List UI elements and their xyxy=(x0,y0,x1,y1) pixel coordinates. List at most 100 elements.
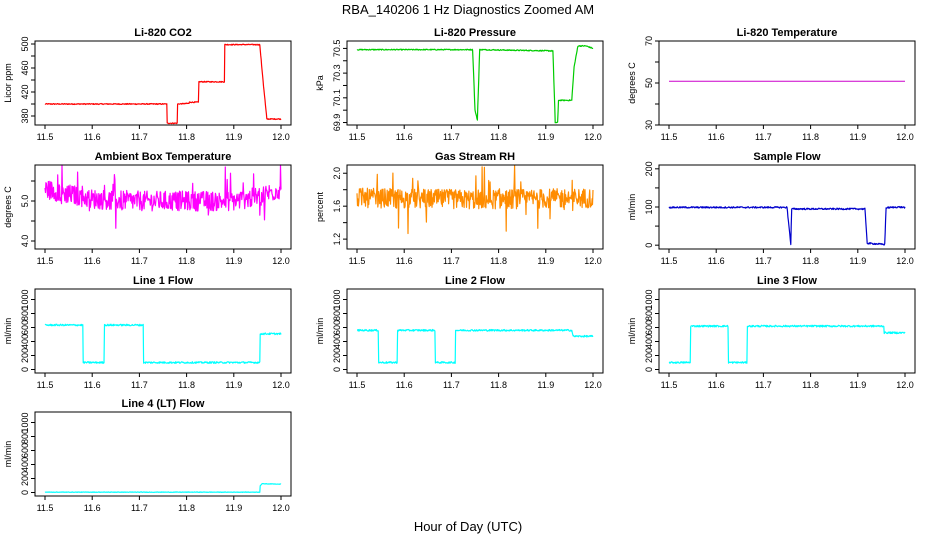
panel-title: Gas Stream RH xyxy=(435,151,515,163)
y-tick-label: 200 xyxy=(644,348,654,363)
x-tick-label: 11.7 xyxy=(755,380,772,390)
x-tick-label: 11.7 xyxy=(131,380,148,390)
x-tick-label: 12.0 xyxy=(584,256,602,266)
y-axis-label: ml/min xyxy=(627,194,637,221)
x-tick-label: 11.5 xyxy=(37,503,54,513)
x-tick-label: 12.0 xyxy=(272,256,290,266)
y-tick-label: 1.2 xyxy=(332,233,342,246)
y-tick-label: 70.1 xyxy=(332,89,342,107)
y-tick-label: 600 xyxy=(332,320,342,335)
y-tick-label: 0 xyxy=(332,367,342,372)
panel-sample-flow: Sample Flow ml/min 0 100 200 11.5 11.6 11.7 11.8… xyxy=(627,151,916,266)
y-axis-label: ml/min xyxy=(627,318,637,345)
x-tick-label: 12.0 xyxy=(896,380,914,390)
y-tick-label: 0 xyxy=(644,367,654,372)
y-tick-label: 600 xyxy=(20,320,30,335)
y-axis-label: degrees C xyxy=(627,62,637,104)
y-tick-label: 200 xyxy=(644,161,654,176)
x-tick-label: 11.8 xyxy=(178,132,195,142)
y-tick-label: 400 xyxy=(20,334,30,349)
x-tick-label: 11.5 xyxy=(661,256,678,266)
x-tick-label: 11.8 xyxy=(178,503,195,513)
y-tick-label: 380 xyxy=(20,108,30,123)
y-tick-label: 600 xyxy=(644,320,654,335)
x-tick-label: 11.8 xyxy=(802,132,819,142)
x-tick-label: 11.9 xyxy=(849,380,866,390)
x-tick-label: 11.9 xyxy=(537,380,554,390)
data-series-0 xyxy=(44,43,282,125)
y-tick-label: 400 xyxy=(644,334,654,349)
x-tick-label: 11.9 xyxy=(849,132,866,142)
y-tick-label: 800 xyxy=(20,429,30,444)
y-tick-label: 1000 xyxy=(20,412,30,432)
x-tick-label: 11.6 xyxy=(84,132,101,142)
x-tick-label: 11.7 xyxy=(131,503,148,513)
panel-frame xyxy=(34,40,292,126)
y-tick-label: 50 xyxy=(644,78,654,88)
panel-frame xyxy=(346,40,604,126)
y-tick-label: 800 xyxy=(332,306,342,321)
panel-li-820-co2: Li-820 CO2 Licor ppm 380 420 460 500 11.5 11.6 1… xyxy=(3,27,292,142)
panel-gas-stream-rh: Gas Stream RH percent 1.2 1.6 2.0 11.5 11.6 11.… xyxy=(315,151,604,266)
x-tick-label: 11.7 xyxy=(755,256,772,266)
y-tick-label: 1.6 xyxy=(332,200,342,213)
panel-frame xyxy=(658,40,916,126)
y-axis-label: ml/min xyxy=(3,441,13,468)
y-tick-label: 400 xyxy=(332,334,342,349)
y-tick-label: 1000 xyxy=(644,289,654,309)
y-axis-label: degrees C xyxy=(3,186,13,228)
panel-title: Li-820 Pressure xyxy=(434,27,516,39)
x-tick-label: 11.8 xyxy=(802,380,819,390)
x-tick-label: 11.6 xyxy=(396,380,413,390)
x-tick-label: 11.6 xyxy=(84,380,101,390)
y-axis-label: ml/min xyxy=(315,318,325,345)
data-series-0 xyxy=(44,164,282,229)
x-tick-label: 12.0 xyxy=(584,380,602,390)
x-tick-label: 12.0 xyxy=(272,132,290,142)
data-series-0 xyxy=(356,44,594,124)
x-tick-label: 11.9 xyxy=(849,256,866,266)
x-tick-label: 11.5 xyxy=(661,132,678,142)
x-tick-label: 11.7 xyxy=(131,256,148,266)
x-tick-label: 11.5 xyxy=(349,380,366,390)
y-tick-label: 70.5 xyxy=(332,40,342,58)
panel-frame xyxy=(346,164,604,250)
x-tick-label: 12.0 xyxy=(896,132,914,142)
x-tick-label: 11.5 xyxy=(37,380,54,390)
y-tick-label: 70 xyxy=(644,36,654,46)
x-tick-label: 12.0 xyxy=(272,503,290,513)
y-tick-label: 4.0 xyxy=(20,235,30,248)
x-tick-label: 11.6 xyxy=(708,256,725,266)
panel-frame xyxy=(34,164,292,250)
x-tick-label: 11.5 xyxy=(661,380,678,390)
y-axis-label: ml/min xyxy=(3,318,13,345)
y-axis-label: percent xyxy=(315,191,325,222)
panel-li-820-pressure: Li-820 Pressure kPa 69.9 70.1 70.3 70.5 11.5 11… xyxy=(315,27,604,142)
x-tick-label: 11.9 xyxy=(225,256,242,266)
panel-frame xyxy=(658,164,916,250)
data-series-0 xyxy=(668,324,906,364)
panel-title: Ambient Box Temperature xyxy=(95,151,232,163)
x-tick-label: 11.8 xyxy=(802,256,819,266)
x-tick-label: 11.5 xyxy=(349,256,366,266)
panel-frame xyxy=(34,288,292,374)
y-axis-label: Licor ppm xyxy=(3,63,13,103)
y-tick-label: 69.9 xyxy=(332,114,342,132)
y-axis-label: kPa xyxy=(315,75,325,91)
y-tick-label: 500 xyxy=(20,36,30,51)
y-tick-label: 0 xyxy=(20,367,30,372)
x-tick-label: 11.9 xyxy=(537,256,554,266)
y-tick-label: 800 xyxy=(20,306,30,321)
y-tick-label: 1000 xyxy=(332,289,342,309)
data-series-0 xyxy=(356,164,594,235)
x-tick-label: 12.0 xyxy=(584,132,602,142)
x-tick-label: 11.6 xyxy=(708,132,725,142)
y-tick-label: 70.3 xyxy=(332,64,342,82)
x-tick-label: 11.7 xyxy=(443,380,460,390)
data-series-0 xyxy=(356,328,594,364)
